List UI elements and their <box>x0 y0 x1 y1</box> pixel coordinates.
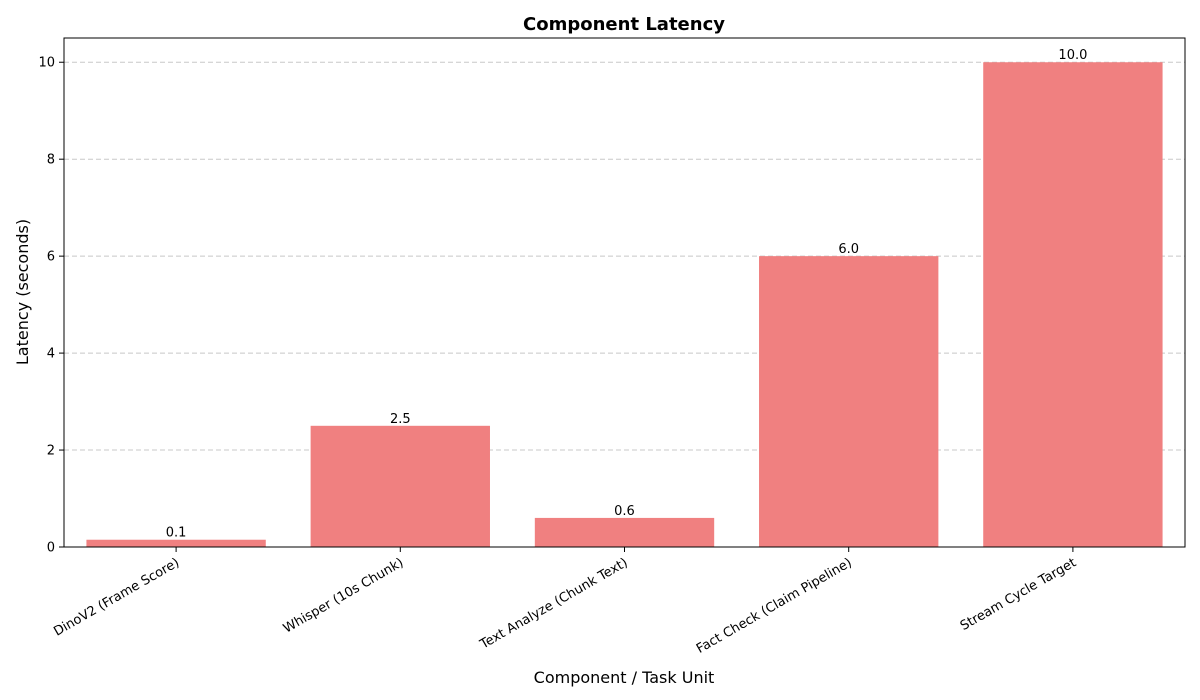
x-tick-label: Whisper (10s Chunk) <box>281 555 406 636</box>
x-tick-label: Text Analyze (Chunk Text) <box>477 555 631 652</box>
y-tick-label: 4 <box>47 347 55 362</box>
y-tick-label: 0 <box>47 541 55 556</box>
chart-title: Component Latency <box>523 14 725 35</box>
y-tick-label: 8 <box>47 153 55 168</box>
bar <box>983 62 1163 547</box>
x-axis-ticks: DinoV2 (Frame Score) Whisper (10s Chunk) T… <box>51 547 1079 657</box>
x-tick-label: DinoV2 (Frame Score) <box>51 555 182 639</box>
y-tick-label: 10 <box>38 56 55 71</box>
bars <box>86 62 1163 547</box>
bar <box>86 539 266 547</box>
bar-value-label: 10.0 <box>1058 48 1087 63</box>
bar <box>310 425 490 547</box>
x-tick-label: Stream Cycle Target <box>958 555 1079 634</box>
bar-value-label: 0.6 <box>614 504 635 519</box>
y-tick-label: 2 <box>47 444 55 459</box>
bar <box>759 256 939 547</box>
data-labels: 0.1 2.5 0.6 6.0 10.0 <box>166 48 1088 540</box>
y-axis-ticks: 0 2 4 6 8 10 <box>38 56 64 556</box>
y-axis-label: Latency (seconds) <box>13 219 32 365</box>
bar-value-label: 2.5 <box>390 412 411 427</box>
bar-value-label: 6.0 <box>838 242 859 257</box>
y-tick-label: 6 <box>47 250 55 265</box>
x-axis-label: Component / Task Unit <box>534 668 715 687</box>
bar-value-label: 0.1 <box>166 526 187 541</box>
bar <box>534 517 715 547</box>
x-tick-label: Fact Check (Claim Pipeline) <box>694 555 855 656</box>
grid-lines <box>64 61 1185 451</box>
